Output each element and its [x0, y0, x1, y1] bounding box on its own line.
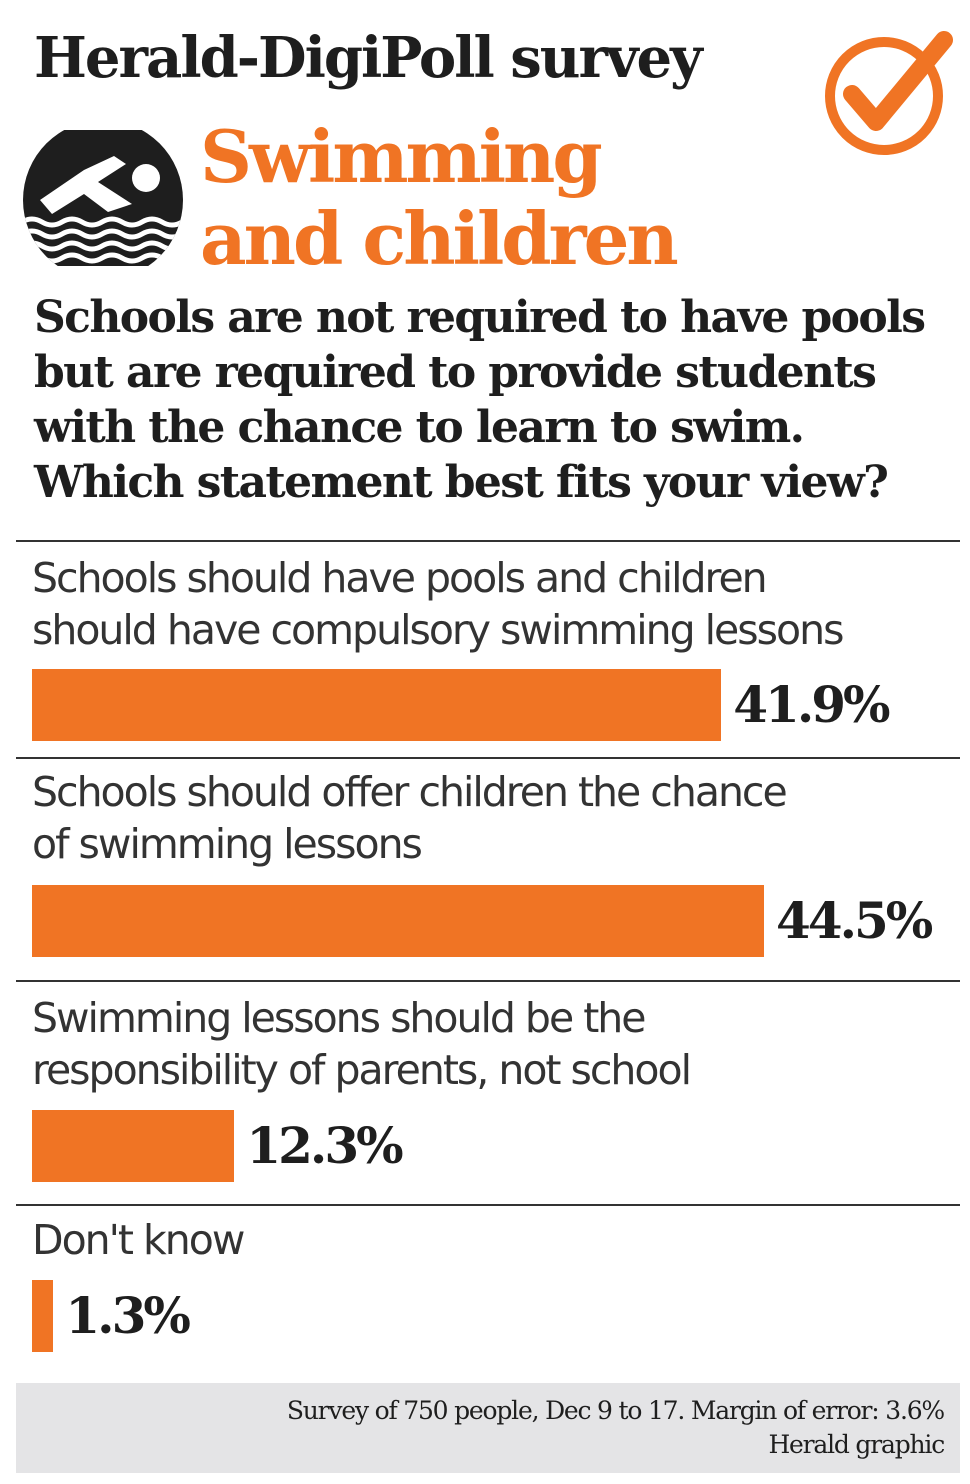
option-label: Swimming lessons should be the responsib…	[32, 992, 962, 1096]
option-label-line: should have compulsory swimming lessons	[32, 606, 844, 654]
option-label: Don't know	[32, 1214, 962, 1266]
bar	[32, 669, 722, 741]
option-label-line: of swimming lessons	[32, 820, 423, 868]
question-line: but are required to provide students	[34, 347, 877, 398]
checkmark-icon	[825, 31, 953, 155]
option-label-line: Swimming lessons should be the	[32, 994, 647, 1042]
divider	[16, 757, 960, 759]
source-note: Survey of 750 people, Dec 9 to 17. Margi…	[286, 1396, 945, 1425]
option-label-line: Schools should have pools and children	[32, 554, 768, 602]
question-line: with the chance to learn to swim.	[34, 402, 805, 453]
chart-title-line: Swimming	[200, 114, 603, 199]
footer: Survey of 750 people, Dec 9 to 17. Margi…	[16, 1383, 960, 1473]
option-label: Schools should offer children the chance…	[32, 766, 962, 870]
chart-title: Swimming and children	[200, 114, 679, 281]
bar-value-label: 1.3%	[65, 1286, 190, 1345]
survey-name: Herald-DigiPoll survey	[34, 25, 703, 91]
option-label-line: Don't know	[32, 1216, 245, 1264]
option-label: Schools should have pools and children s…	[32, 552, 962, 656]
chart-title-line: and children	[200, 196, 679, 281]
bar-value-label: 12.3%	[246, 1116, 403, 1175]
divider	[16, 1204, 960, 1206]
option-label-line: Schools should offer children the chance	[32, 768, 788, 816]
bar	[32, 1110, 235, 1182]
divider	[16, 980, 960, 982]
swimmer-icon	[23, 130, 183, 266]
divider	[16, 540, 960, 542]
question-line: Schools are not required to have pools	[34, 292, 926, 343]
bar	[32, 885, 765, 957]
option-label-line: responsibility of parents, not school	[32, 1046, 692, 1094]
bar-value-label: 41.9%	[733, 675, 890, 734]
question-line: Which statement best fits your view?	[34, 457, 889, 508]
bar-value-label: 44.5%	[776, 891, 933, 950]
credit-note: Herald graphic	[768, 1430, 945, 1459]
bar	[32, 1280, 54, 1352]
survey-question: Schools are not required to have pools b…	[34, 290, 964, 510]
